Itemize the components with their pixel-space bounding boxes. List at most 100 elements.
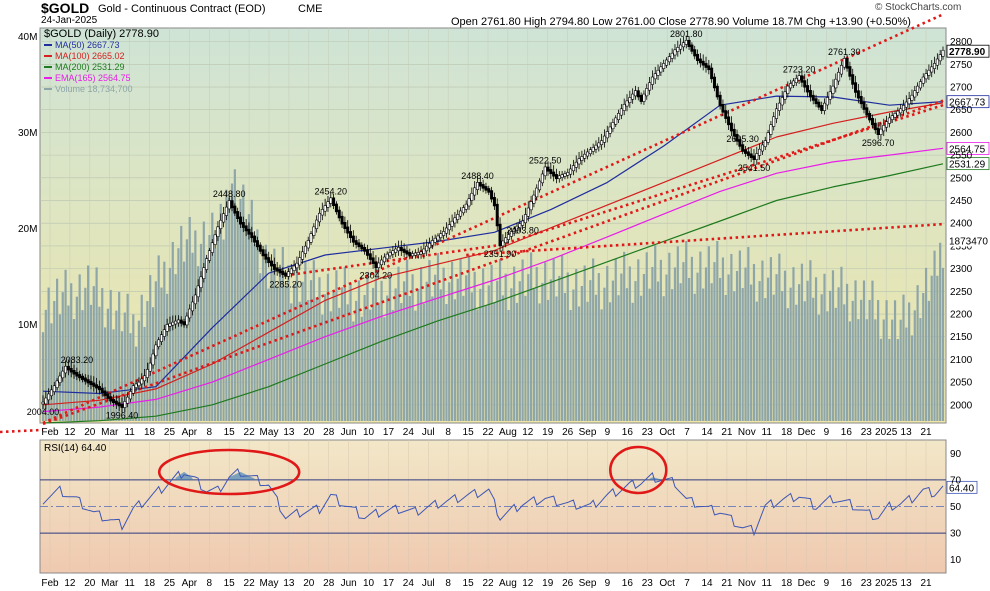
volume-bar [908, 302, 911, 421]
price-value-label: 2667.73 [949, 98, 986, 109]
volume-bar [896, 339, 899, 421]
candle-body [425, 245, 429, 252]
price-tick-label: 2800 [950, 37, 973, 48]
candle-body [120, 403, 124, 408]
candle-body [419, 251, 423, 255]
price-tick-label: 2100 [950, 355, 973, 366]
candle-body [292, 265, 296, 271]
volume-bar [546, 299, 550, 421]
candle-body [44, 397, 48, 405]
candle-body [236, 211, 240, 219]
candle-body [741, 144, 745, 152]
candle-body [887, 117, 891, 124]
candle-body [351, 235, 355, 243]
volume-bar [552, 258, 555, 421]
volume-bar [504, 273, 507, 421]
candle-body [349, 231, 353, 239]
volume-bar [902, 294, 905, 421]
candle-body [676, 47, 680, 52]
volume-bar [617, 295, 620, 421]
x-tick-label: Jun [341, 427, 357, 438]
rsi-x-tick-label: 25 [164, 578, 176, 589]
volume-bar [360, 316, 363, 421]
candle-body [255, 240, 259, 248]
volume-bar [515, 302, 519, 421]
x-tick-label: Dec [798, 427, 816, 438]
volume-bar [482, 268, 485, 421]
volume-bar [795, 304, 798, 421]
candle-body [261, 249, 265, 257]
volume-bar [634, 281, 637, 421]
x-tick-label: Feb [41, 427, 59, 438]
series-line-ma200 [42, 163, 944, 424]
volume-bar [394, 288, 397, 421]
candle-body [320, 209, 324, 216]
volume-bar [47, 287, 50, 421]
price-annotation: 2004.00 [27, 407, 60, 417]
volume-bar [924, 267, 928, 421]
price-annotation: 2596.70 [862, 138, 895, 148]
rsi-x-tick-label: 10 [363, 578, 375, 589]
volume-bar [273, 248, 276, 421]
volume-bar [434, 274, 437, 421]
rsi-title: RSI(14) 64.40 [44, 443, 107, 454]
rsi-x-tick-label: 13 [283, 578, 295, 589]
volume-bar [563, 292, 567, 421]
candle-body [473, 187, 477, 196]
candle-body [131, 385, 135, 394]
volume-bar [363, 295, 366, 421]
candle-body [526, 207, 530, 217]
volume-bar [882, 319, 885, 421]
candle-body [413, 252, 417, 256]
candle-body [659, 66, 663, 73]
candle-body [80, 375, 84, 380]
volume-bar [103, 327, 107, 421]
volume-bar [301, 281, 304, 421]
candle-body [848, 66, 852, 77]
volume-bar [603, 287, 606, 421]
x-tick-label: 16 [622, 427, 634, 438]
candle-body [512, 228, 516, 234]
volume-bar [56, 278, 59, 421]
rsi-x-tick-label: 9 [824, 578, 830, 589]
chart-symbol: $GOLD [41, 0, 90, 16]
candle-body [648, 82, 652, 91]
volume-bar [501, 295, 504, 421]
overbought-highlight-circle [608, 445, 668, 495]
volume-bar [191, 252, 194, 421]
candle-body [521, 220, 525, 226]
volume-bar [676, 246, 679, 421]
volume-bar [120, 331, 124, 421]
volume-bar [109, 289, 112, 421]
volume-bar [400, 303, 403, 421]
candle-body [182, 321, 186, 326]
rsi-x-tick-label: Apr [182, 578, 198, 589]
candle-body [710, 67, 714, 80]
volume-bar [786, 308, 789, 421]
volume-bar [335, 270, 338, 421]
volume-bar [70, 283, 73, 421]
x-tick-label: 13 [901, 427, 913, 438]
volume-bar [769, 257, 772, 421]
candle-body [633, 90, 637, 97]
volume-bar [682, 262, 685, 421]
candle-body [365, 249, 369, 256]
volume-bar [507, 310, 510, 421]
candle-body [611, 122, 615, 130]
volume-bar [518, 281, 521, 421]
candle-body [78, 374, 82, 379]
candle-body [301, 251, 305, 260]
candle-body [673, 49, 677, 56]
candle-body [264, 253, 268, 260]
candle-body [831, 85, 835, 94]
candle-body [213, 234, 217, 245]
volume-bar [775, 274, 778, 421]
volume-bar [803, 301, 806, 421]
candle-body [744, 149, 748, 154]
candle-body [103, 390, 107, 396]
volume-bar [772, 294, 775, 421]
candle-body [907, 98, 911, 105]
volume-bar [730, 253, 733, 421]
candle-body [396, 246, 400, 252]
candle-body [289, 268, 293, 274]
